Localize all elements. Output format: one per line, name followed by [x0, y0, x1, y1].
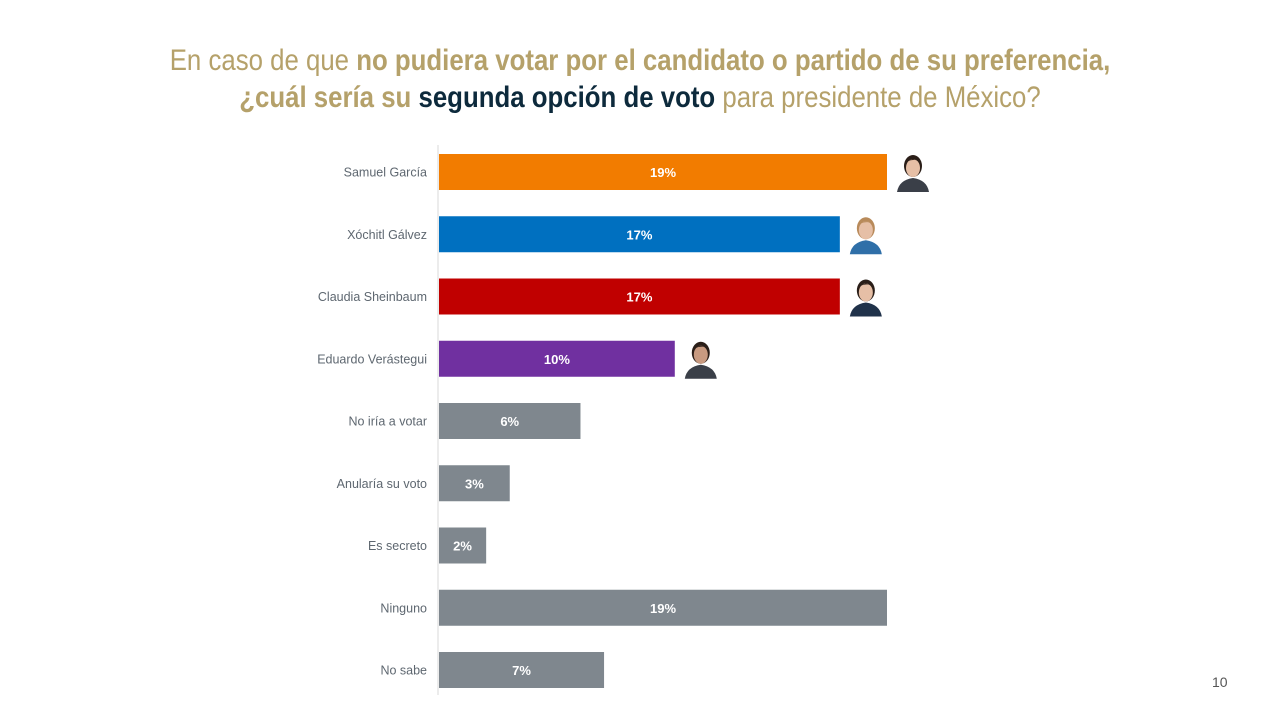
bar: [439, 652, 605, 688]
bar: [439, 216, 840, 253]
category-label: No iría a votar: [348, 415, 427, 429]
category-label: Claudia Sheinbaum: [318, 290, 427, 304]
category-label: Es secreto: [368, 539, 427, 553]
category-label: No sabe: [380, 664, 427, 678]
title-segment: En caso de que: [169, 44, 357, 77]
bar: [439, 154, 887, 190]
bar: [439, 589, 887, 626]
candidate-photo: [849, 279, 882, 317]
category-label: Xóchitl Gálvez: [347, 228, 427, 242]
data-label: 6%: [500, 414, 519, 429]
chart-title: En caso de que no pudiera votar por el c…: [0, 42, 1280, 116]
category-label: Eduardo Verástegui: [317, 352, 427, 366]
title-segment: para presidente de México?: [715, 81, 1041, 114]
title-segment: segunda opción de voto: [418, 81, 716, 114]
data-label: 17%: [626, 227, 652, 242]
data-label: 17%: [626, 290, 652, 305]
category-label: Samuel García: [344, 166, 427, 180]
category-label: Anularía su voto: [337, 477, 427, 491]
candidate-photo: [684, 341, 717, 379]
category-label: Ninguno: [380, 601, 427, 615]
data-label: 19%: [650, 601, 676, 616]
data-label: 3%: [465, 476, 484, 491]
candidate-photo: [897, 155, 929, 192]
data-label: 10%: [544, 352, 570, 367]
data-label: 2%: [453, 539, 472, 554]
bar: [439, 465, 510, 502]
title-segment: ¿cuál sería su: [239, 81, 419, 114]
title-line: ¿cuál sería su segunda opción de voto pa…: [90, 79, 1191, 116]
data-label: 19%: [650, 165, 676, 180]
page-number: 10: [1212, 674, 1228, 690]
candidate-photo: [849, 217, 882, 255]
bar: [439, 403, 581, 439]
bar: [439, 278, 840, 315]
title-segment: no pudiera votar por el candidato o part…: [356, 44, 1111, 77]
data-label: 7%: [512, 663, 531, 678]
bar: [439, 527, 487, 564]
bar: [439, 340, 675, 377]
title-line: En caso de que no pudiera votar por el c…: [90, 42, 1191, 79]
